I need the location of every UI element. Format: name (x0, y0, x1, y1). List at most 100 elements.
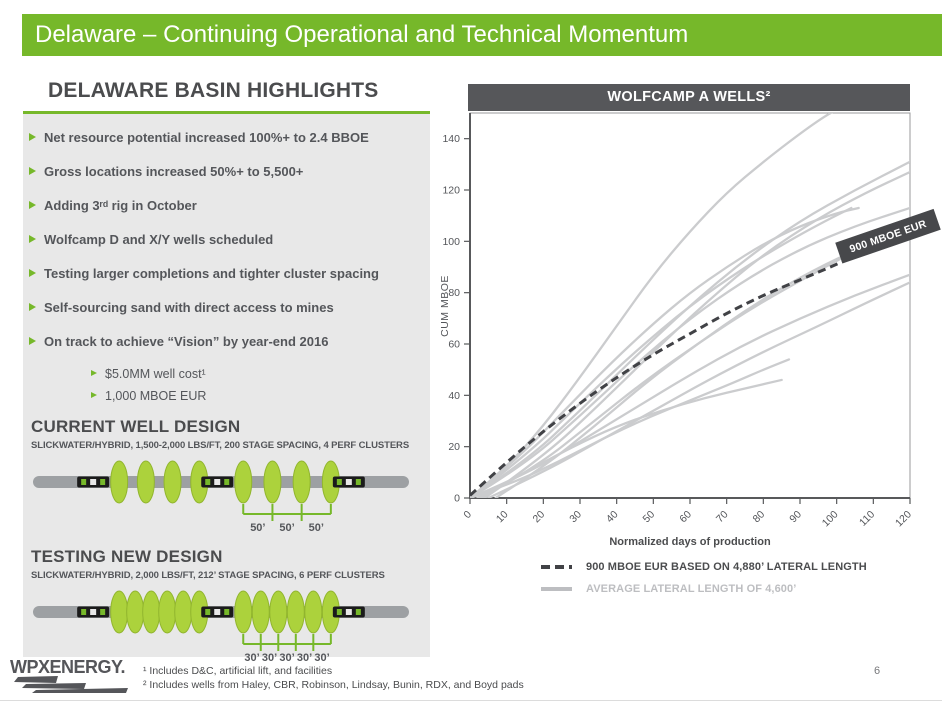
perf-cluster-icon (263, 460, 282, 504)
page-number: 6 (874, 665, 881, 677)
perf-cluster-icon (234, 590, 253, 634)
highlights-list: Net resource potential increased 100%+ t… (23, 114, 430, 404)
well-curve (470, 206, 853, 498)
well-curve (476, 378, 783, 498)
perf-cluster-icon (126, 590, 145, 634)
x-tick-label: 110 (857, 508, 877, 528)
spacing-label: 30’ (262, 652, 277, 664)
well-curve (470, 358, 791, 498)
type-curve-dashed (470, 252, 860, 497)
chart-title: WOLFCAMP A WELLS² (607, 89, 771, 105)
x-tick-label: 0 (461, 508, 474, 521)
spacing-label: 30’ (279, 652, 294, 664)
sub-bullet-text: 1,000 MBOE EUR (105, 389, 207, 403)
footnotes: ¹ Includes D&C, artificial lift, and fac… (143, 664, 524, 692)
y-tick-label: 60 (448, 339, 460, 351)
perf-cluster-icon (234, 460, 253, 504)
current-design-subheading: SLICKWATER/HYBRID, 1,500-2,000 LBS/FT, 2… (31, 440, 410, 451)
y-axis-label: CUM MBOE (439, 275, 451, 337)
perf-cluster-icon (136, 460, 155, 504)
slide-title: Delaware – Continuing Operational and Te… (35, 21, 689, 48)
bullet-item: Gross locations increased 50%+ to 5,500+ (29, 163, 424, 180)
bullet-triangle-icon (91, 370, 97, 376)
bullet-item: Self-sourcing sand with direct access to… (29, 299, 424, 316)
y-tick-label: 20 (448, 441, 460, 453)
new-design-heading: TESTING NEW DESIGN (31, 547, 223, 566)
chart-legend: 900 MBOE EUR BASED ON 4,880’ LATERAL LEN… (541, 561, 867, 595)
bullet-text: Wolfcamp D and X/Y wells scheduled (44, 232, 274, 247)
y-tick-label: 40 (448, 390, 460, 402)
perf-cluster-icon (158, 590, 177, 634)
spacing-label: 30’ (297, 652, 312, 664)
bullet-item: Testing larger completions and tighter c… (29, 265, 424, 282)
bullet-triangle-icon (29, 269, 36, 277)
perf-cluster-icon (286, 590, 305, 634)
perf-cluster-icon (163, 460, 182, 504)
footnote-2: ² Includes wells from Haley, CBR, Robins… (143, 679, 524, 691)
frac-plug-icon (332, 606, 365, 618)
spacing-label: 50’ (309, 522, 324, 534)
legend-label-type-curve: 900 MBOE EUR BASED ON 4,880’ LATERAL LEN… (586, 561, 867, 573)
frac-plug-icon (332, 476, 365, 488)
y-tick-label: 120 (442, 185, 460, 197)
current-well-design-section: CURRENT WELL DESIGN SLICKWATER/HYBRID, 1… (31, 417, 426, 534)
y-tick-label: 100 (442, 236, 460, 248)
new-design-diagram: 30’ 30’ 30’ 30’ 30’ (33, 590, 409, 664)
bullet-text: Adding 3ʳᵈ rig in October (44, 198, 197, 213)
bullet-triangle-icon (91, 392, 97, 398)
frac-plug-icon (77, 606, 110, 618)
bullet-triangle-icon (29, 167, 36, 175)
spacing-label: 30’ (314, 652, 329, 664)
bullet-triangle-icon (29, 303, 36, 311)
perf-cluster-icon (251, 590, 270, 634)
bullet-triangle-icon (29, 133, 36, 141)
perf-cluster-icon (304, 590, 323, 634)
logo-text: WPXENERGY. (10, 657, 126, 677)
wpx-energy-logo: WPXENERGY. (10, 658, 145, 695)
current-design-diagram: 50’ 50’ 50’ (33, 460, 409, 534)
spacing-label: 30’ (244, 652, 259, 664)
perf-cluster-icon (174, 590, 193, 634)
well-curve (483, 170, 910, 498)
bullet-text: Net resource potential increased 100%+ t… (44, 130, 369, 145)
frac-plug-icon (201, 606, 234, 618)
well-curve (470, 206, 910, 498)
x-tick-label: 120 (893, 508, 914, 529)
current-design-heading: CURRENT WELL DESIGN (31, 417, 241, 436)
bullet-item: Net resource potential increased 100%+ t… (29, 129, 424, 146)
bullet-triangle-icon (29, 235, 36, 243)
slide-title-bar: Delaware – Continuing Operational and Te… (22, 14, 942, 56)
bullet-item: On track to achieve “Vision” by year-end… (29, 333, 424, 350)
x-tick-label: 10 (494, 508, 511, 525)
x-tick-label: 50 (641, 508, 658, 525)
x-tick-label: 40 (604, 508, 621, 525)
bullet-triangle-icon (29, 201, 36, 209)
sub-bullet-item: 1,000 MBOE EUR (91, 389, 424, 404)
x-tick-label: 60 (677, 508, 694, 525)
x-tick-label: 80 (751, 508, 768, 525)
bullet-item: Adding 3ʳᵈ rig in October (29, 197, 424, 214)
perf-cluster-icon (110, 460, 129, 504)
legend-dashed-line-icon (541, 565, 572, 569)
bullet-text: Testing larger completions and tighter c… (44, 266, 379, 281)
new-well-design-section: TESTING NEW DESIGN SLICKWATER/HYBRID, 2,… (31, 547, 426, 664)
spacing-label: 50’ (250, 522, 265, 534)
x-axis-label: Normalized days of production (609, 536, 771, 548)
x-tick-label: 30 (567, 508, 584, 525)
chart-header: WOLFCAMP A WELLS² (468, 84, 910, 111)
x-tick-label: 100 (820, 508, 841, 529)
bullet-triangle-icon (29, 337, 36, 345)
legend-solid-line-icon (541, 587, 572, 591)
new-design-subheading: SLICKWATER/HYBRID, 2,000 LBS/FT, 212’ ST… (31, 570, 385, 581)
sub-bullet-item: $5.0MM well cost¹ (91, 367, 424, 382)
sub-bullet-text: $5.0MM well cost¹ (105, 367, 206, 381)
logo-fan-icon (14, 676, 128, 693)
x-tick-label: 20 (531, 508, 548, 525)
frac-plug-icon (77, 476, 110, 488)
y-tick-label: 0 (454, 493, 460, 505)
frac-plug-icon (201, 476, 234, 488)
perf-cluster-icon (142, 590, 161, 634)
well-curve (470, 113, 834, 498)
perf-cluster-icon (269, 590, 288, 634)
